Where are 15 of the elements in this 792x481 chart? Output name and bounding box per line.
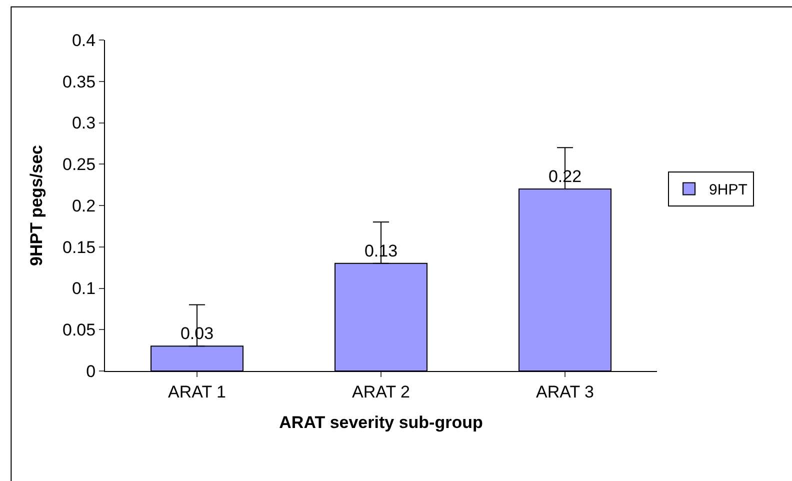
x-tick-label: ARAT 3 — [536, 382, 594, 402]
y-tick-label: 0.25 — [62, 155, 96, 174]
y-tick-label: 0.2 — [72, 196, 96, 216]
x-tick-label: ARAT 2 — [352, 382, 410, 402]
y-tick-label: 0 — [86, 362, 96, 381]
y-tick-label: 0.15 — [62, 238, 96, 257]
x-tick-label: ARAT 1 — [168, 382, 226, 402]
y-tick-label: 0.05 — [62, 320, 96, 340]
y-tick-label: 0.4 — [72, 30, 96, 50]
y-axis-title: 9HPT pegs/sec — [27, 145, 46, 266]
y-tick-label: 0.35 — [62, 72, 96, 92]
x-axis-title: ARAT severity sub-group — [279, 412, 483, 432]
legend-label: 9HPT — [709, 182, 748, 199]
y-tick-label: 0.1 — [72, 279, 96, 298]
y-tick-label: 0.3 — [72, 114, 96, 133]
